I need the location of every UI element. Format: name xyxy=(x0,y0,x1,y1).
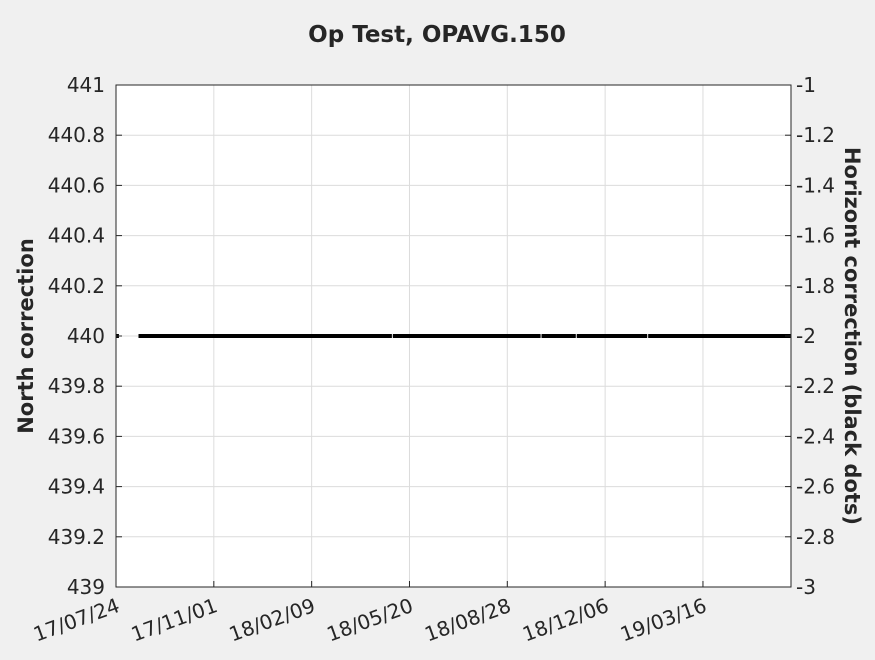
y-tick-label: 441 xyxy=(67,73,105,97)
y-tick-label: 440.8 xyxy=(48,123,105,147)
x-tick-label: 18/08/28 xyxy=(421,593,514,646)
y2-tick-label: -1.4 xyxy=(796,173,835,197)
y-tick-label: 439.4 xyxy=(48,475,105,499)
x-tick-label: 18/02/09 xyxy=(226,593,319,646)
chart-title: Op Test, OPAVG.150 xyxy=(308,22,566,48)
y2-tick-label: -1.2 xyxy=(796,123,835,147)
y2-tick-label: -2 xyxy=(796,324,816,348)
y2-tick-label: -2.4 xyxy=(796,424,835,448)
x-tick-label: 17/07/24 xyxy=(30,593,123,646)
y-tick-label: 440.6 xyxy=(48,173,105,197)
y2-tick-label: -1 xyxy=(796,73,816,97)
y2-tick-label: -1.8 xyxy=(796,274,835,298)
y-axis-label: North correction xyxy=(14,238,38,434)
x-tick-label: 19/03/16 xyxy=(617,593,710,646)
y2-tick-label: -3 xyxy=(796,575,816,599)
x-tick-label: 18/12/06 xyxy=(519,593,612,646)
y-tick-label: 439.2 xyxy=(48,525,105,549)
x-tick-label: 18/05/20 xyxy=(324,593,417,646)
y2-tick-label: -1.6 xyxy=(796,224,835,248)
y2-axis-label: Horizont correction (black dots) xyxy=(840,147,864,525)
y2-tick-label: -2.2 xyxy=(796,374,835,398)
x-tick-label: 17/11/01 xyxy=(128,593,221,646)
y-tick-label: 440.4 xyxy=(48,224,105,248)
y-tick-label: 439.8 xyxy=(48,374,105,398)
y-tick-label: 440 xyxy=(67,324,105,348)
y-tick-label: 440.2 xyxy=(48,274,105,298)
y-tick-label: 439.6 xyxy=(48,424,105,448)
y2-tick-label: -2.8 xyxy=(796,525,835,549)
y-tick-label: 439 xyxy=(67,575,105,599)
y2-tick-label: -2.6 xyxy=(796,475,835,499)
